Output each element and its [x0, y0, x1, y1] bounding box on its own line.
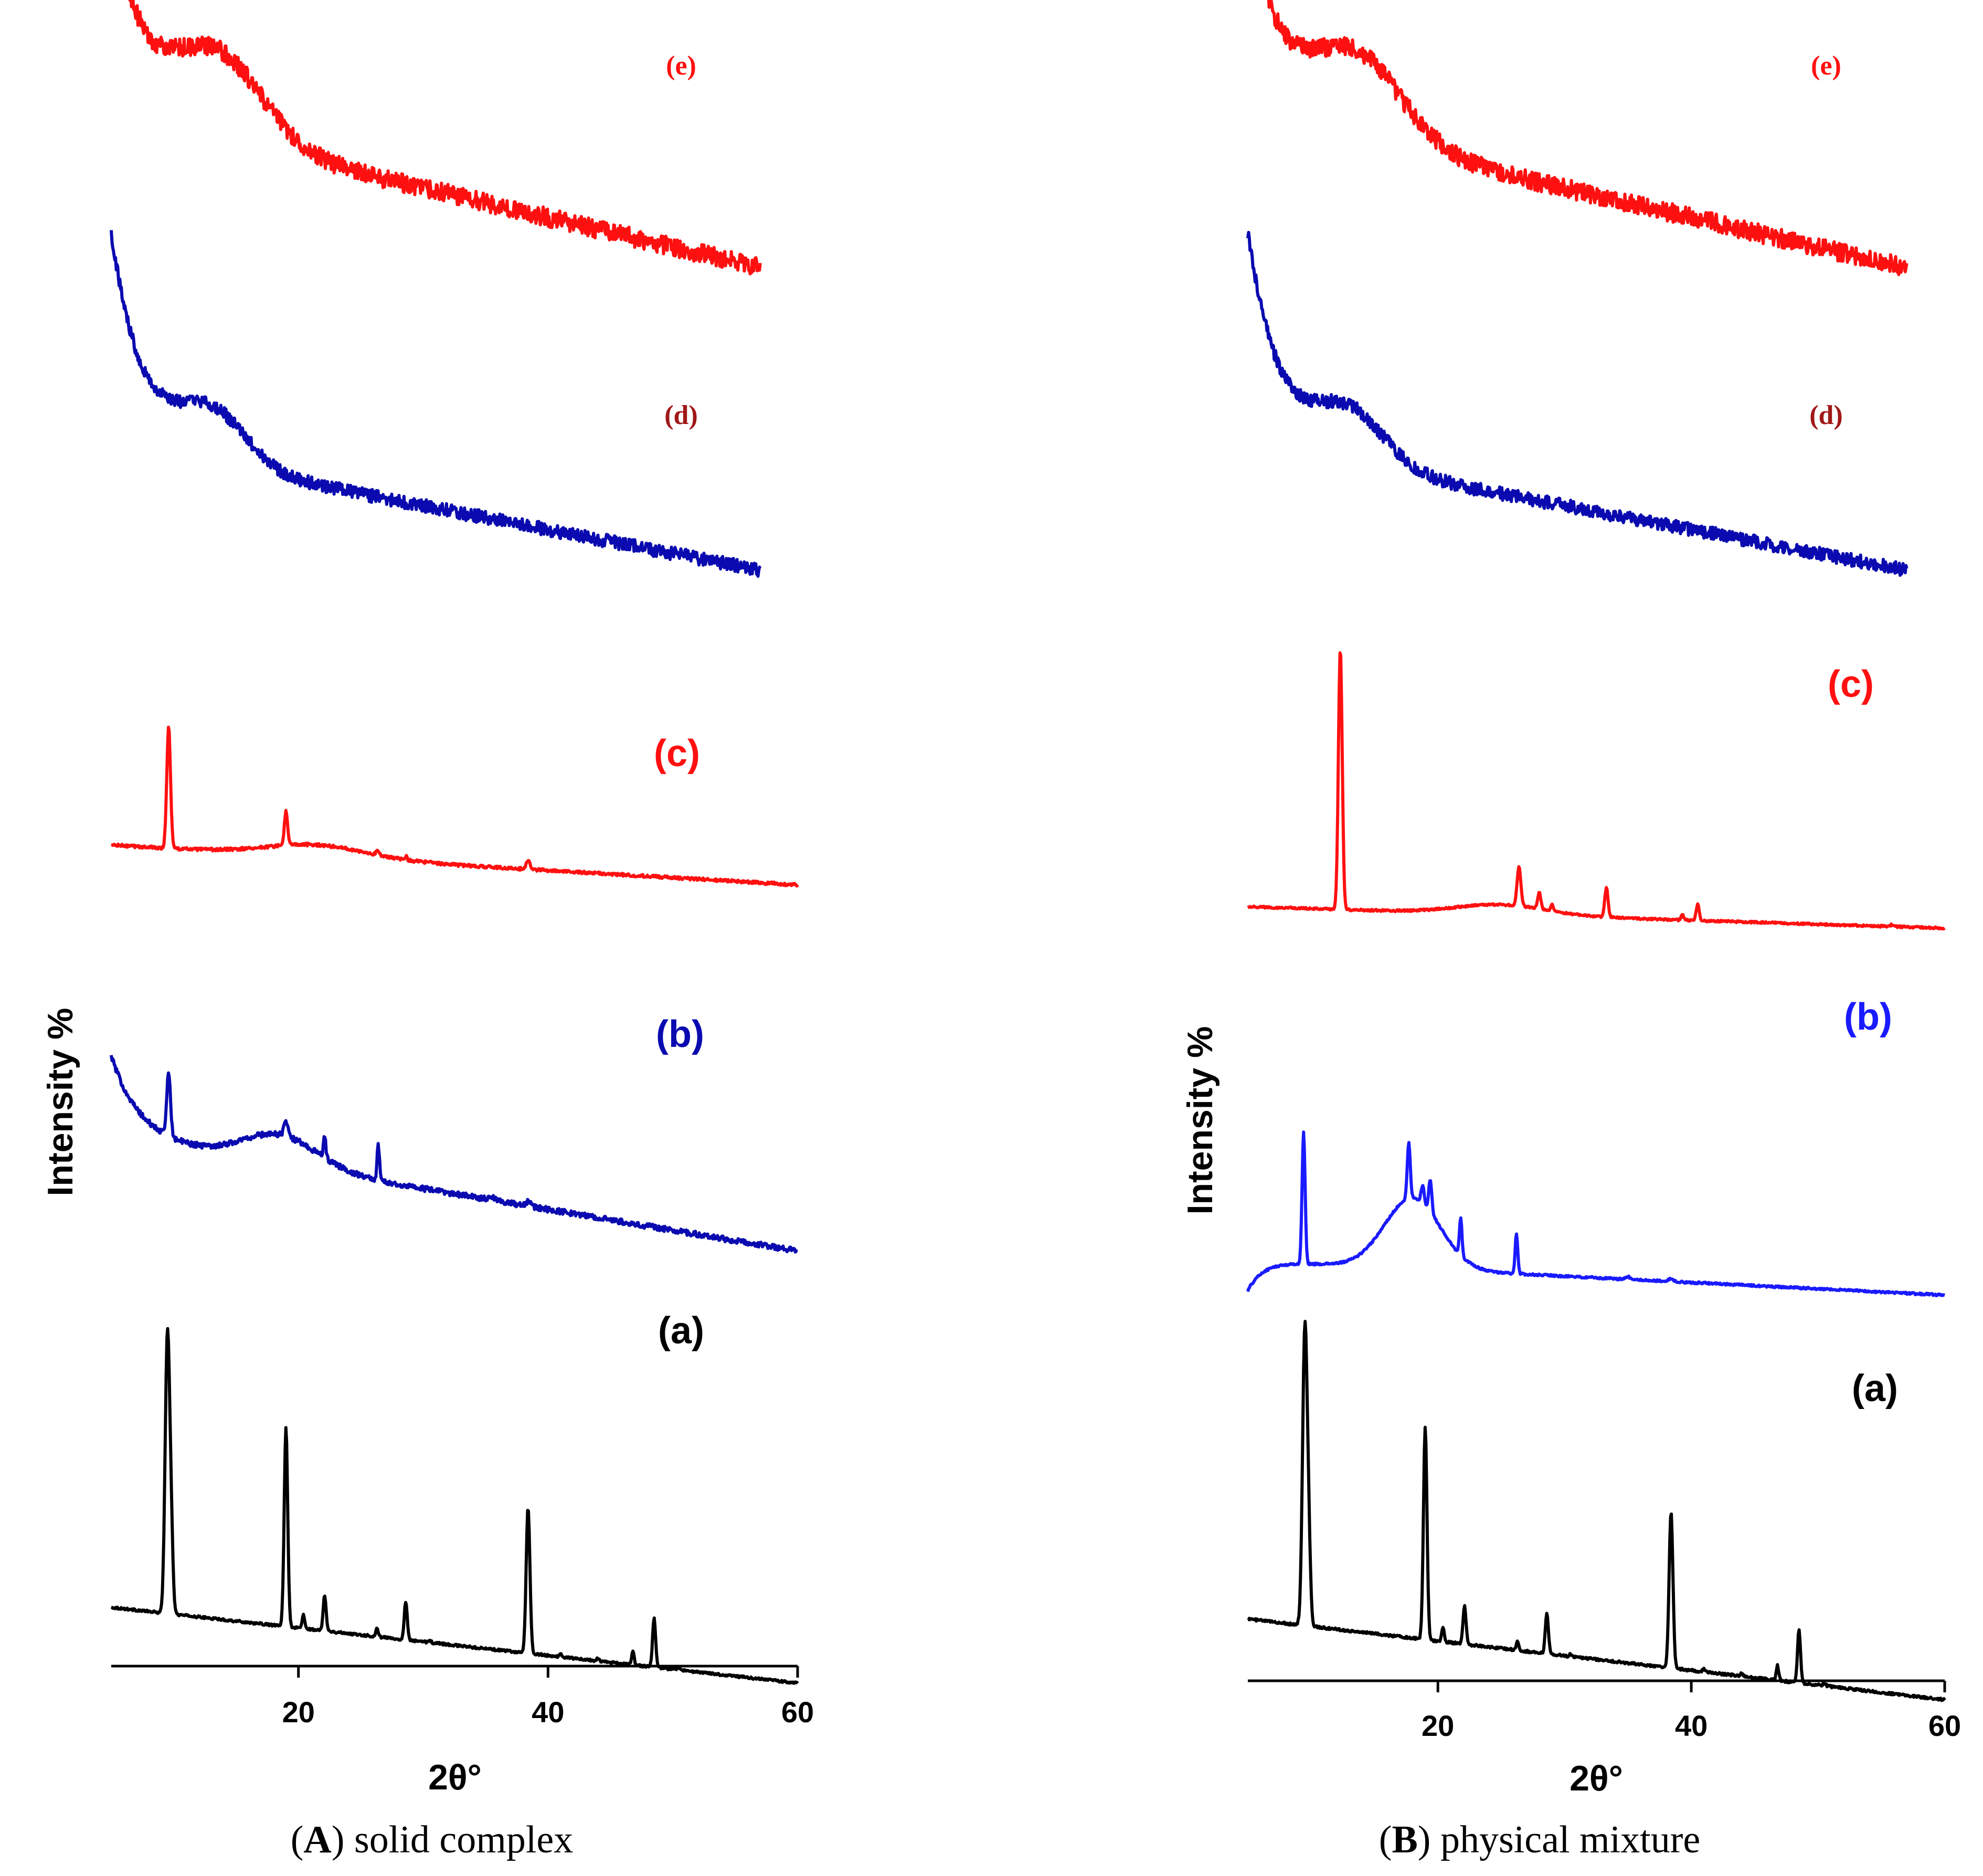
series-label-b: (b) [656, 1013, 704, 1055]
series-label-e: (e) [666, 51, 696, 81]
trace-a [110, 1327, 799, 1685]
y-axis-label: Intensity % [1180, 1026, 1220, 1215]
series-label-e: (e) [1811, 51, 1841, 81]
series-label-c: (c) [1828, 663, 1874, 705]
trace-d [110, 230, 762, 578]
x-tick-label-60: 60 [1928, 1709, 1961, 1742]
panel-a-solid-complex: (e) (d) (c) (b) (a) Intensity % 20 40 60… [40, 0, 814, 1861]
x-tick-label-40: 40 [532, 1695, 564, 1729]
trace-a [1247, 1320, 1946, 1702]
x-axis-label: 2θ° [428, 1757, 482, 1797]
trace-e [1267, 0, 1908, 277]
panel-caption: (B) physical mixture [1379, 1818, 1700, 1861]
panel-b-physical-mixture: (e) (d) (c) (b) (a) Intensity % 20 40 60… [1180, 0, 1961, 1861]
x-tick-label-20: 20 [282, 1695, 315, 1729]
trace-b [110, 1055, 799, 1254]
y-axis-label: Intensity % [40, 1008, 80, 1196]
x-axis-label: 2θ° [1570, 1758, 1623, 1798]
trace-e [128, 0, 762, 275]
series-label-d: (d) [664, 400, 698, 430]
trace-b [1246, 1130, 1946, 1298]
x-tick-label-20: 20 [1422, 1709, 1454, 1742]
series-label-d: (d) [1809, 400, 1843, 430]
series-label-b: (b) [1844, 996, 1892, 1038]
series-label-c: (c) [654, 733, 700, 775]
trace-d [1246, 230, 1908, 577]
x-tick-label-40: 40 [1675, 1709, 1708, 1742]
trace-c [110, 725, 799, 888]
panel-caption: (A) solid complex [291, 1818, 573, 1861]
series-label-a: (a) [1852, 1368, 1898, 1409]
x-tick-label-60: 60 [781, 1695, 814, 1729]
trace-c [1247, 651, 1946, 931]
series-label-a: (a) [658, 1310, 704, 1352]
